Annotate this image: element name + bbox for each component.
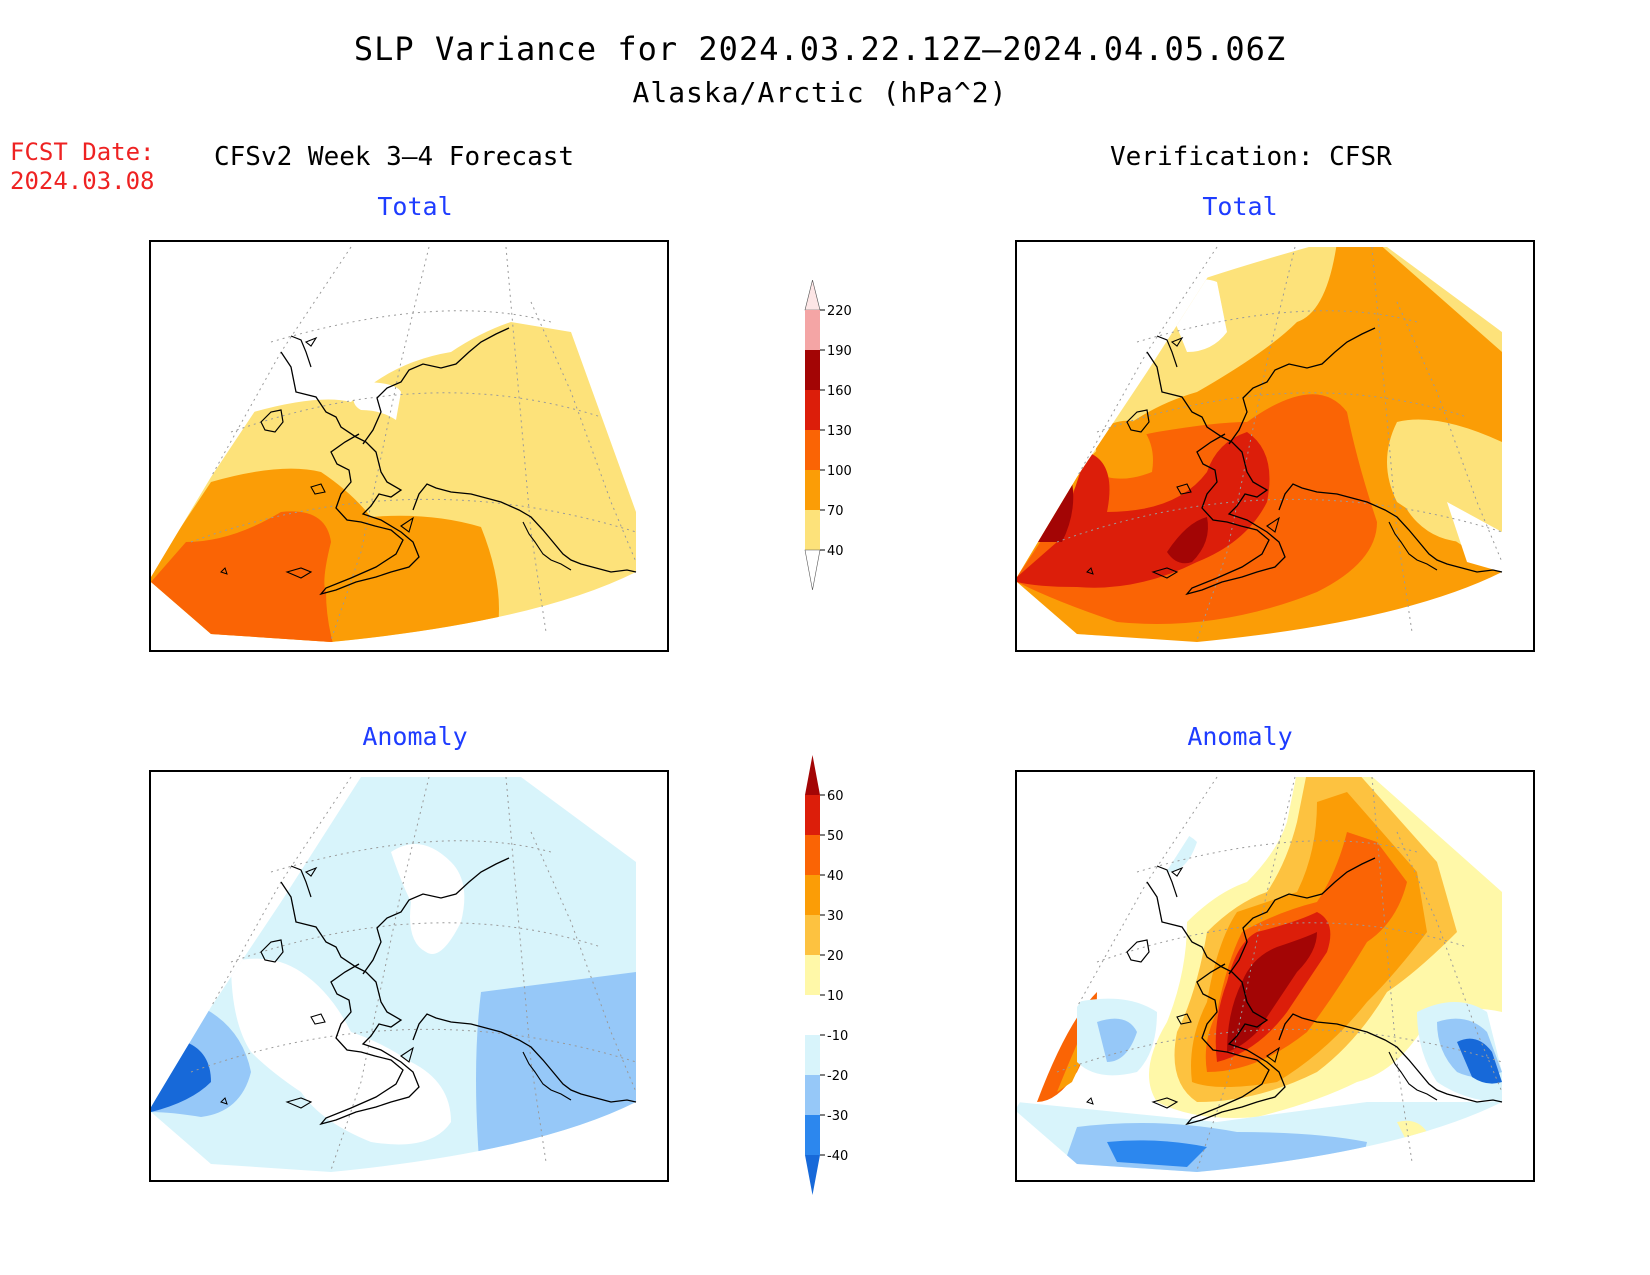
forecast-anomaly-title: Anomaly <box>362 722 468 751</box>
anomaly-colorbar-box <box>805 995 820 1035</box>
anomaly-colorbar-label: -20 <box>827 1069 848 1084</box>
forecast-date-value: 2024.03.08 <box>10 167 155 195</box>
anomaly-colorbar-label: -30 <box>827 1109 848 1124</box>
anomaly-colorbar-box <box>805 835 820 875</box>
anomaly-colorbar-label: 20 <box>827 949 844 964</box>
anomaly-colorbar-label: -40 <box>827 1149 848 1164</box>
forecast-total-map <box>149 240 669 652</box>
total-colorbar-box <box>805 310 820 350</box>
forecast-date-block: FCST Date: 2024.03.08 <box>10 138 155 196</box>
total-colorbar-label: 160 <box>827 384 852 399</box>
forecast-total-title: Total <box>377 192 453 221</box>
total-colorbar-top-cap <box>804 279 821 311</box>
anomaly-colorbar-label: 40 <box>827 869 844 884</box>
total-colorbar-label: 70 <box>827 504 844 519</box>
verification-total-title: Total <box>1202 192 1278 221</box>
forecast-anomaly-map <box>149 770 669 1182</box>
total-colorbar-label: 100 <box>827 464 852 479</box>
anomaly-colorbar-bottom-cap <box>805 1155 820 1195</box>
total-colorbar-bottom-cap <box>804 549 821 591</box>
total-colorbar-box <box>805 390 820 430</box>
anomaly-colorbar-label: -10 <box>827 1029 848 1044</box>
anomaly-colorbar-box <box>805 915 820 955</box>
anomaly-colorbar-label: 30 <box>827 909 844 924</box>
map-title: SLP Variance for 2024.03.22.12Z–2024.04.… <box>353 30 1287 68</box>
anomaly-colorbar-box <box>805 955 820 995</box>
verification-anomaly-title: Anomaly <box>1187 722 1293 751</box>
anomaly-colorbar-label: 50 <box>827 829 844 844</box>
total-colorbar-box <box>805 470 820 510</box>
anomaly-colorbar: 60 50 40 30 20 10 -10 -20 -30 -40 <box>795 755 865 1209</box>
anomaly-colorbar-box <box>805 1075 820 1115</box>
total-colorbar-label: 40 <box>827 544 844 559</box>
anomaly-colorbar-box <box>805 875 820 915</box>
total-colorbar-label: 130 <box>827 424 852 439</box>
anomaly-colorbar-box <box>805 795 820 835</box>
anomaly-colorbar-label: 60 <box>827 789 844 804</box>
forecast-date-label: FCST Date: <box>10 138 155 166</box>
verification-anomaly-map <box>1015 770 1535 1182</box>
anomaly-colorbar-label: 10 <box>827 989 844 1004</box>
total-colorbar-box <box>805 350 820 390</box>
total-colorbar: 40 70 100 130 160 190 220 <box>795 279 865 614</box>
forecast-column-heading: CFSv2 Week 3–4 Forecast <box>214 142 575 172</box>
total-colorbar-label: 220 <box>827 304 852 319</box>
total-colorbar-box <box>805 430 820 470</box>
total-colorbar-box <box>805 510 820 550</box>
verification-total-map <box>1015 240 1535 652</box>
verification-column-heading: Verification: CFSR <box>1110 142 1392 172</box>
anomaly-colorbar-top-cap <box>805 755 820 795</box>
total-colorbar-label: 190 <box>827 344 852 359</box>
anomaly-colorbar-box <box>805 1035 820 1075</box>
map-subtitle: Alaska/Arctic (hPa^2) <box>632 76 1008 109</box>
anomaly-colorbar-box <box>805 1115 820 1155</box>
